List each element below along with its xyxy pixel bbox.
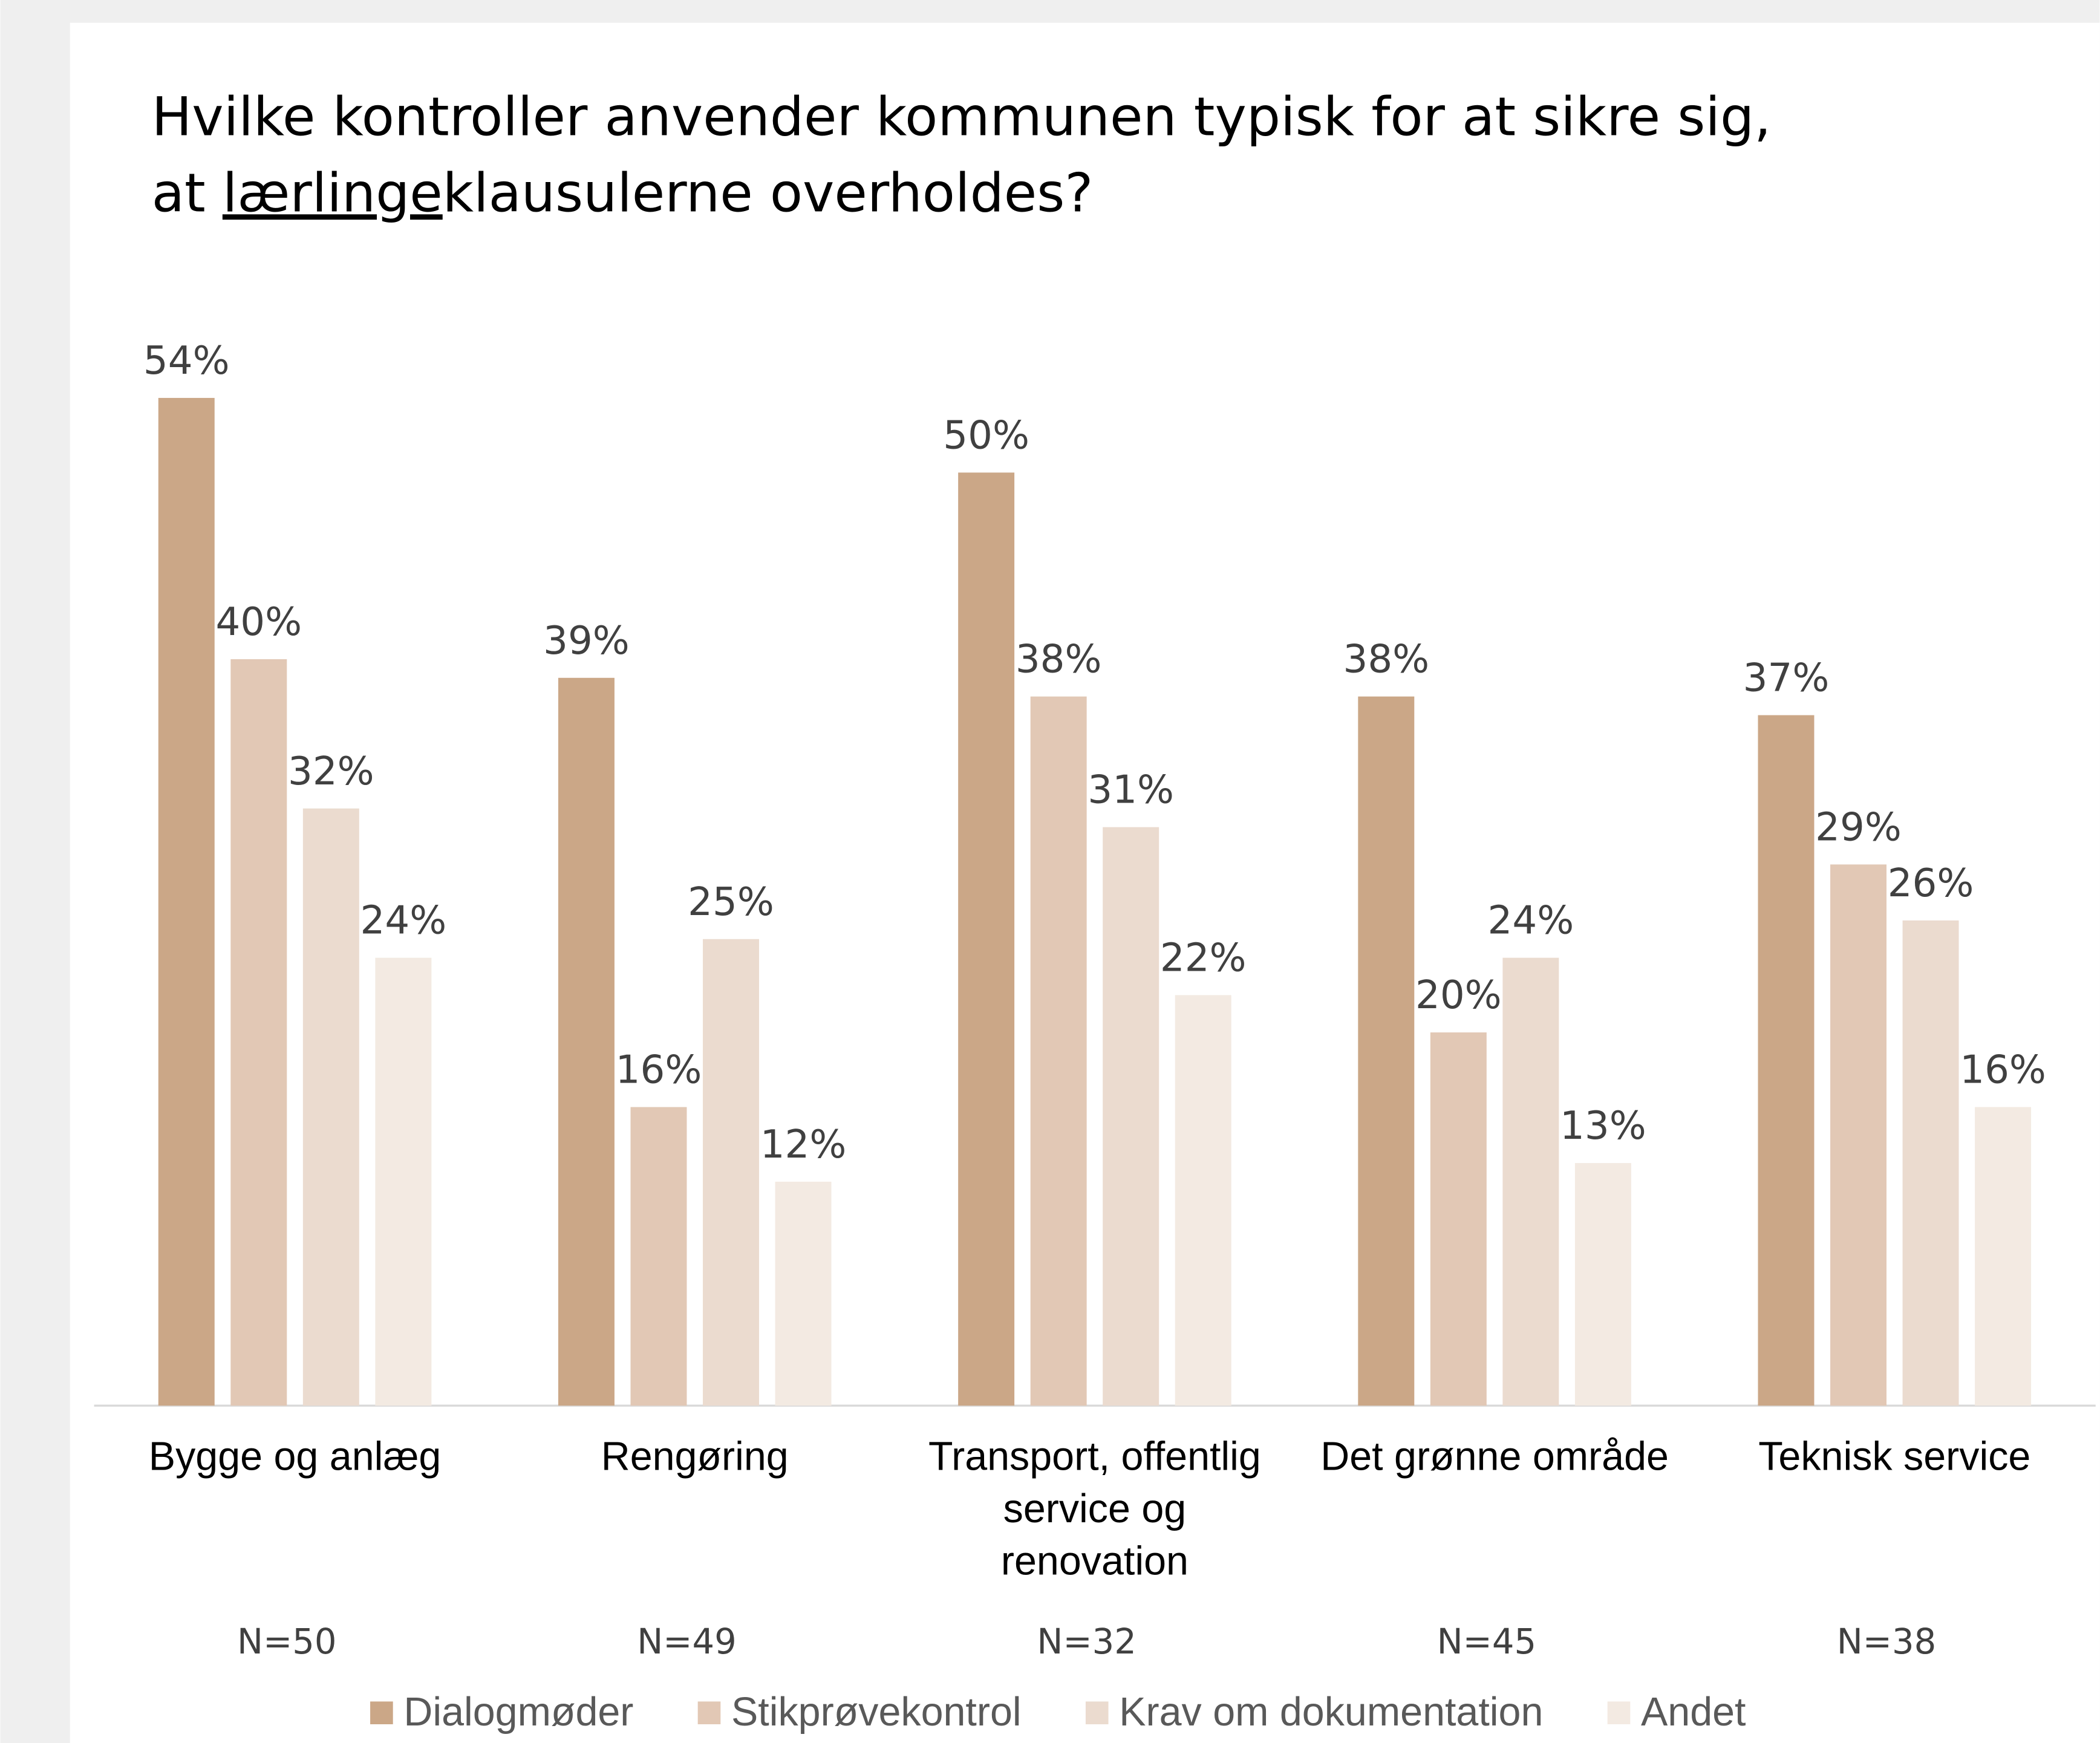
- value-label: 16%: [616, 1047, 702, 1093]
- value-label: 24%: [360, 898, 447, 943]
- value-label: 38%: [1016, 637, 1102, 682]
- x-tick-label: Rengøring: [601, 1434, 789, 1479]
- bar: [1902, 920, 1959, 1406]
- legend-item: Andet: [1607, 1690, 1746, 1735]
- legend-item: Krav om dokumentation: [1085, 1690, 1543, 1735]
- chart-title: Hvilke kontroller anvender kommunen typi…: [152, 86, 1772, 148]
- bar: [775, 1181, 832, 1406]
- legend-label: Stikprøvekontrol: [731, 1690, 1022, 1735]
- bar: [558, 677, 615, 1406]
- value-label: 40%: [215, 599, 302, 645]
- bar: [302, 808, 359, 1406]
- x-tick-label: Transport, offentlig service og renovation: [928, 1434, 1261, 1583]
- legend-label: Krav om dokumentation: [1119, 1690, 1543, 1735]
- bar: [1175, 995, 1231, 1406]
- value-label: 37%: [1743, 656, 1830, 701]
- value-label: 50%: [943, 412, 1029, 458]
- legend: Dialogmøder Stikprøvekontrol Krav om dokum…: [370, 1690, 1746, 1735]
- bar: [158, 397, 215, 1406]
- chart-title: at lærlingeklausulerne overholdes?: [152, 162, 1094, 224]
- legend-swatch: [1607, 1701, 1631, 1725]
- bar: [1830, 864, 1887, 1406]
- bar: [1975, 1107, 2032, 1406]
- bar: [230, 659, 287, 1406]
- bar: [1758, 715, 1815, 1406]
- bar: [630, 1107, 687, 1406]
- legend-item: Dialogmøder: [370, 1690, 633, 1735]
- bar: [1030, 696, 1087, 1406]
- value-label: 32%: [288, 749, 374, 794]
- legend-swatch: [697, 1701, 721, 1725]
- value-label: 24%: [1488, 898, 1574, 943]
- bar: [1502, 957, 1559, 1406]
- value-label: 39%: [543, 618, 630, 663]
- legend-label: Andet: [1641, 1690, 1746, 1735]
- value-label: 54%: [143, 338, 230, 383]
- bar: [375, 957, 432, 1406]
- legend-label: Dialogmøder: [403, 1690, 633, 1735]
- value-label: 25%: [688, 879, 774, 925]
- bar: [958, 472, 1015, 1406]
- category-note: N=49: [637, 1621, 737, 1662]
- value-label: 29%: [1815, 804, 1902, 850]
- value-label: 26%: [1888, 861, 1974, 906]
- bar: [703, 939, 760, 1406]
- legend-swatch: [370, 1701, 393, 1725]
- bar: [1430, 1032, 1487, 1406]
- x-tick-label: Bygge og anlæg: [149, 1434, 442, 1479]
- legend-swatch: [1085, 1701, 1109, 1725]
- value-label: 13%: [1560, 1103, 1646, 1148]
- legend-item: Stikprøvekontrol: [697, 1690, 1022, 1735]
- value-label: 22%: [1160, 935, 1247, 980]
- value-label: 12%: [760, 1122, 847, 1167]
- value-label: 20%: [1415, 972, 1502, 1018]
- value-label: 16%: [1960, 1047, 2046, 1093]
- category-note: N=50: [237, 1621, 337, 1662]
- category-note: N=32: [1037, 1621, 1136, 1662]
- x-tick-label: Teknisk service: [1758, 1434, 2030, 1479]
- category-note: N=38: [1837, 1621, 1937, 1662]
- x-tick-label: Det grønne område: [1320, 1434, 1669, 1479]
- category-note: N=45: [1437, 1621, 1537, 1662]
- bar: [1358, 696, 1415, 1406]
- value-label: 31%: [1088, 767, 1174, 813]
- bar: [1574, 1163, 1631, 1406]
- value-label: 38%: [1343, 637, 1429, 682]
- bar: [1103, 827, 1159, 1406]
